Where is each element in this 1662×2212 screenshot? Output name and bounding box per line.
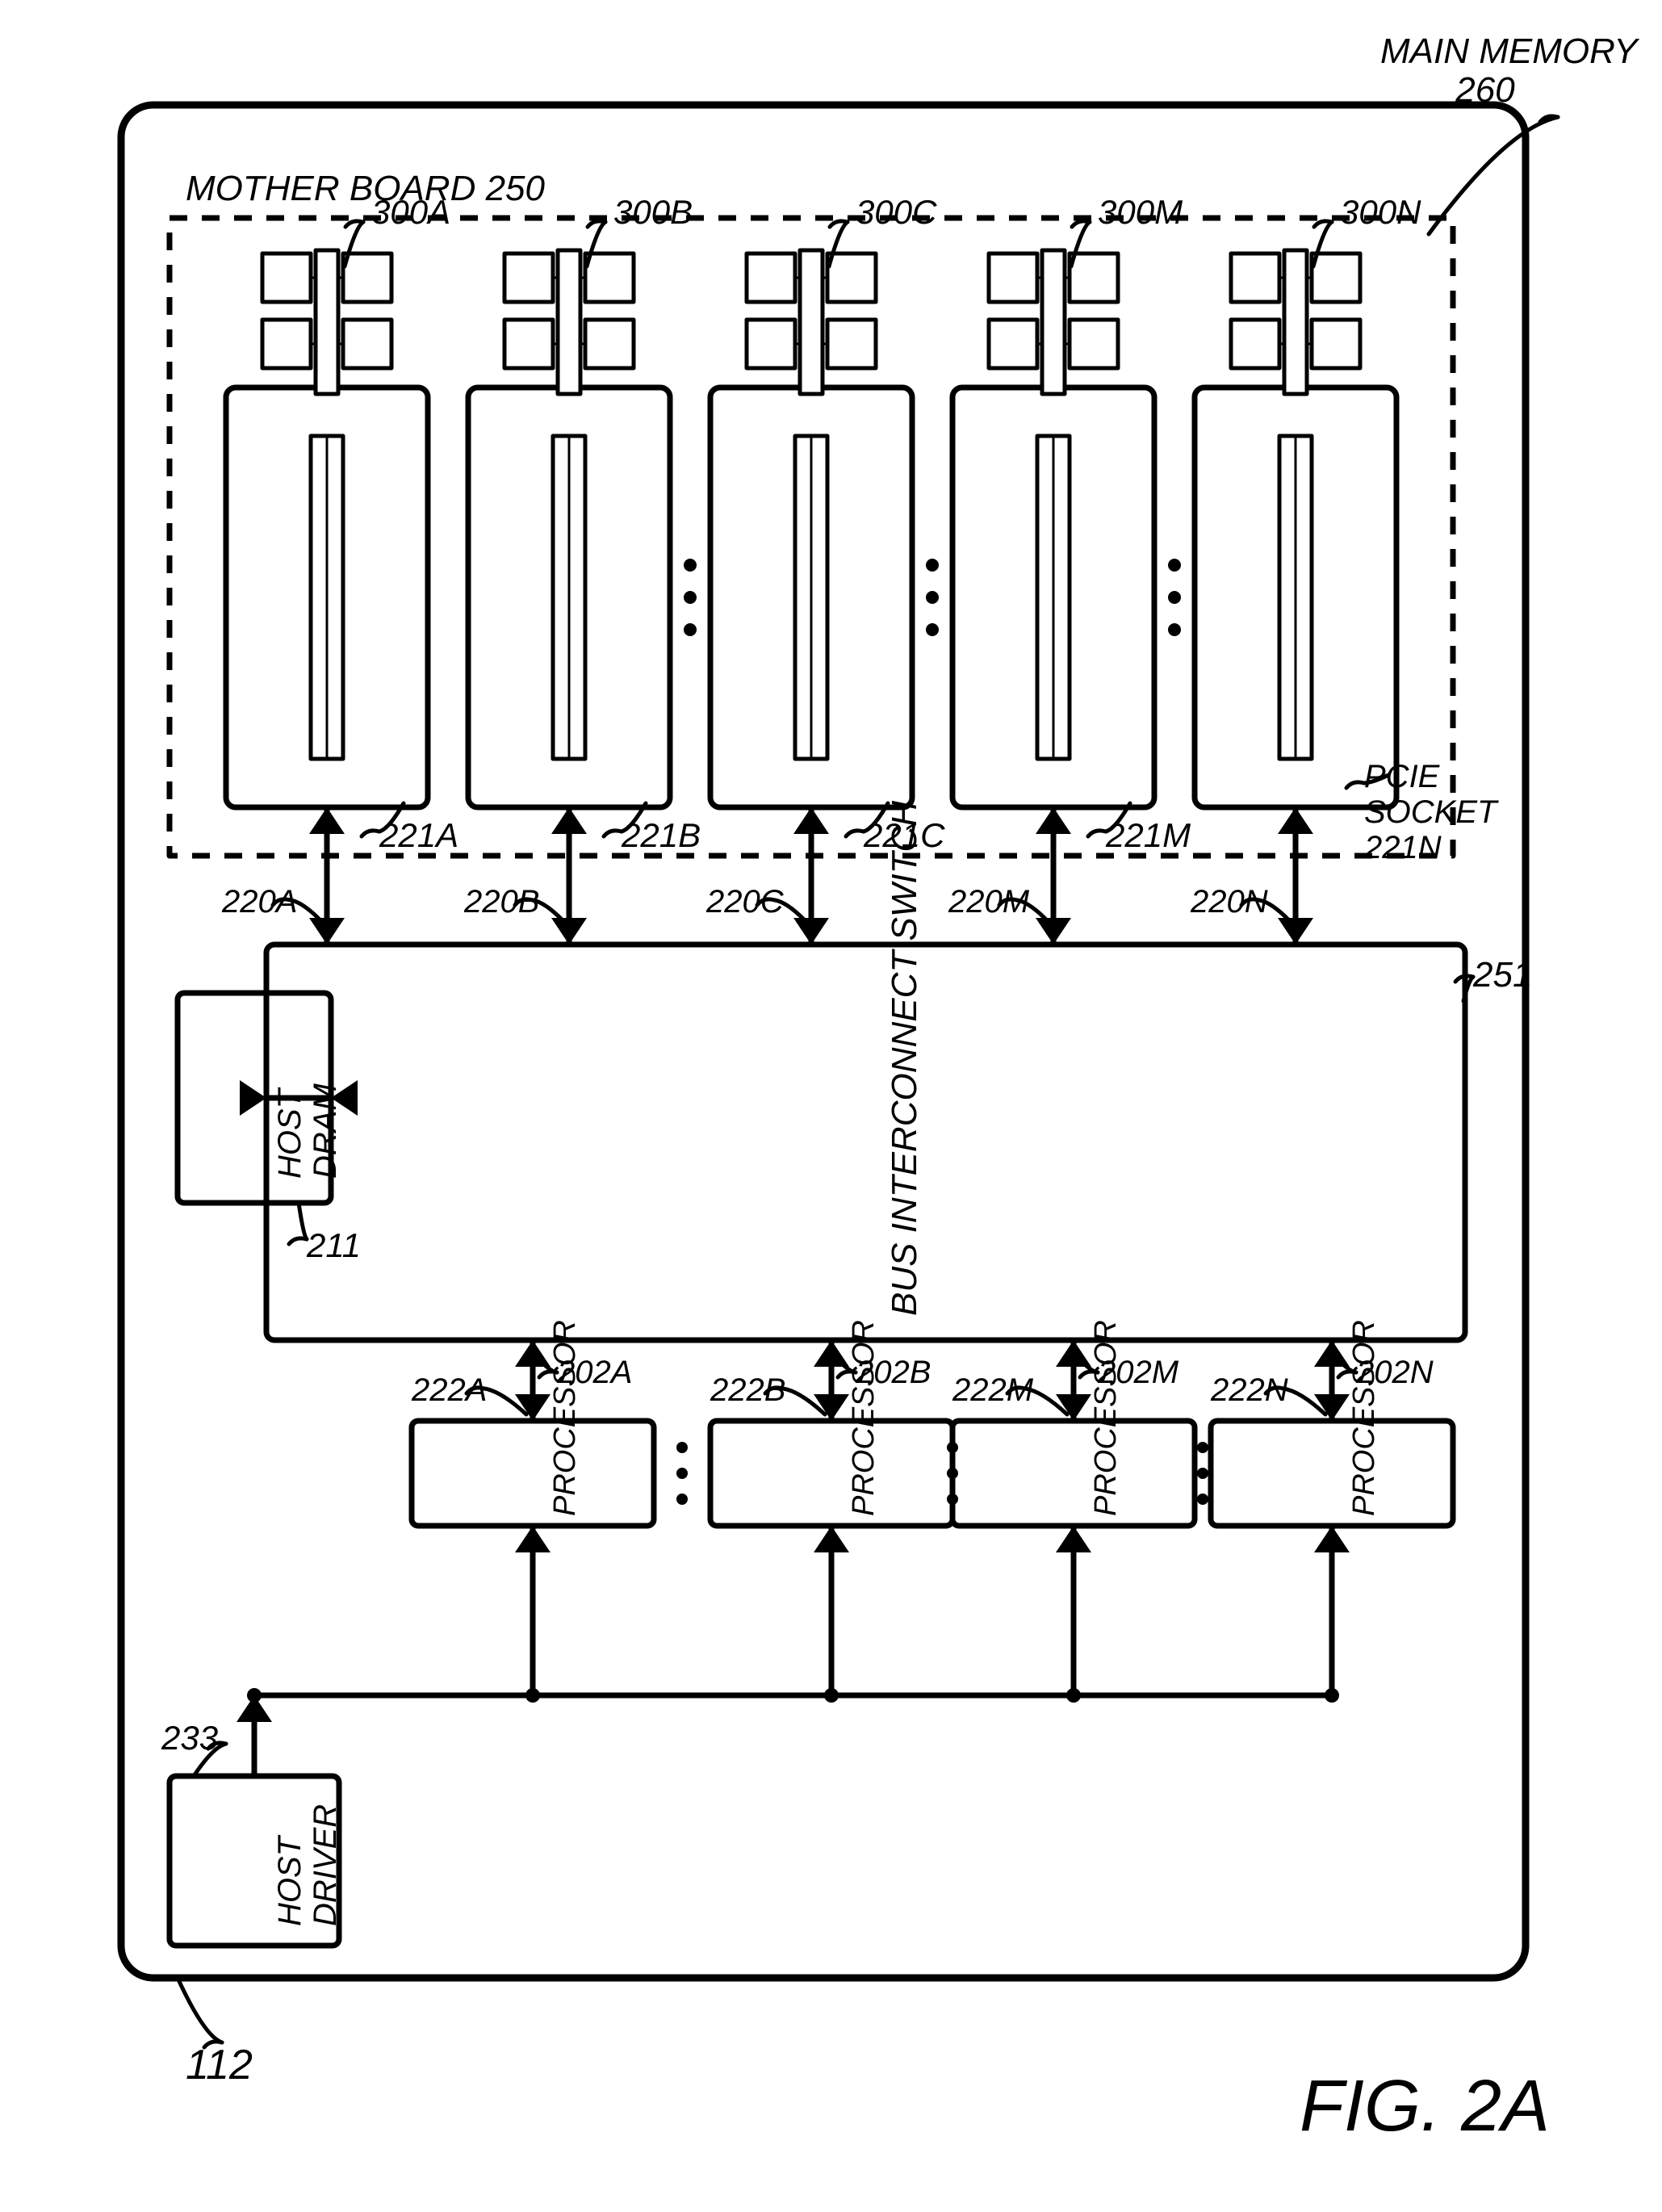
ref-222B: 222B: [710, 1372, 785, 1408]
ref-112: 112: [186, 2042, 253, 2088]
ref-221-B: 221B: [622, 817, 701, 854]
ref-220-B: 220B: [464, 884, 539, 920]
ref-220-A: 220A: [222, 884, 297, 920]
processor-0: PROCESSOR: [549, 1320, 583, 1516]
ref-222A: 222A: [412, 1372, 487, 1408]
host-dram-label: HOST DRAM: [272, 1083, 343, 1179]
ref-300-N: 300N: [1340, 194, 1421, 231]
ref-222M: 222M: [952, 1372, 1033, 1408]
processor-1: PROCESSOR: [848, 1320, 881, 1516]
host-driver-label: HOST DRIVER: [272, 1804, 343, 1926]
ref-220-C: 220C: [706, 884, 784, 920]
ref-222N: 222N: [1211, 1372, 1288, 1408]
processor-2: PROCESSOR: [1090, 1320, 1124, 1516]
diagram-svg: [0, 0, 1662, 2212]
ref-202M: 202M: [1098, 1355, 1178, 1390]
motherboard-label: MOTHER BOARD 250: [186, 170, 545, 208]
ref-221-A: 221A: [379, 817, 458, 854]
ref-211: 211: [307, 1227, 361, 1264]
ref-202A: 202A: [557, 1355, 632, 1390]
processor-3: PROCESSOR: [1348, 1320, 1382, 1516]
ref-202N: 202N: [1356, 1355, 1434, 1390]
figure-title: FIG. 2A: [1300, 2067, 1550, 2147]
main-memory-label: MAIN MEMORY 260: [1380, 32, 1590, 111]
ref-220-M: 220M: [948, 884, 1029, 920]
ref-233: 233: [161, 1720, 218, 1757]
pcie-socket-label: PCIE SOCKET 221N: [1364, 759, 1526, 865]
ref-221-M: 221M: [1106, 817, 1191, 854]
ref-300-A: 300A: [371, 194, 450, 231]
bus-switch-label: BUS INTERCONNECT SWITCH: [885, 801, 924, 1316]
diagram-root: 112 MOTHER BOARD 250 MAIN MEMORY 260 300A 22…: [0, 0, 1662, 2212]
ref-202B: 202B: [856, 1355, 931, 1390]
ref-251: 251: [1473, 956, 1532, 995]
ref-300-B: 300B: [613, 194, 693, 231]
ref-300-M: 300M: [1098, 194, 1183, 231]
ref-220-N: 220N: [1191, 884, 1268, 920]
ref-300-C: 300C: [856, 194, 936, 231]
